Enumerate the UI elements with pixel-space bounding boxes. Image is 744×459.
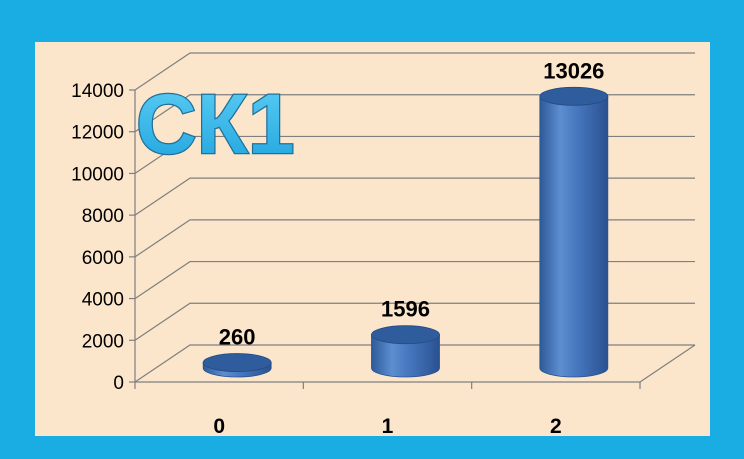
bar <box>202 353 272 378</box>
gridline <box>134 52 695 91</box>
gridline <box>134 94 695 133</box>
x-tick-label: 0 <box>213 415 225 438</box>
bar <box>371 325 440 378</box>
data-label: 260 <box>219 325 256 350</box>
gridline <box>134 177 695 216</box>
x-tick-label: 2 <box>550 415 562 438</box>
y-tick-label: 6000 <box>82 248 124 269</box>
gridline <box>134 135 695 174</box>
bar <box>539 86 609 378</box>
data-labels: 260 1596 13026 <box>219 58 605 349</box>
x-tick-label: 1 <box>382 415 394 438</box>
data-label: 1596 <box>381 297 430 322</box>
y-tick-label: 12000 <box>71 123 124 144</box>
data-label: 13026 <box>543 58 604 83</box>
gridline <box>134 302 695 341</box>
y-tick-label: 4000 <box>82 290 124 311</box>
grid-layer <box>134 52 696 383</box>
y-tick-label: 0 <box>113 373 124 394</box>
bar-series <box>202 86 609 378</box>
x-tick-labels: 0 1 2 <box>213 415 561 438</box>
gridline <box>134 260 695 300</box>
y-tick-label: 8000 <box>82 206 124 227</box>
gridline <box>134 344 695 383</box>
gridline <box>134 219 695 258</box>
y-tick-label: 2000 <box>82 331 124 352</box>
y-tick-label: 10000 <box>71 164 124 185</box>
y-tick-label: 14000 <box>71 81 124 102</box>
y-tick-labels: 0 2000 4000 6000 8000 10000 12000 14000 <box>71 81 124 394</box>
chart-title: СК1 <box>136 77 295 171</box>
axis-layer <box>129 89 641 389</box>
